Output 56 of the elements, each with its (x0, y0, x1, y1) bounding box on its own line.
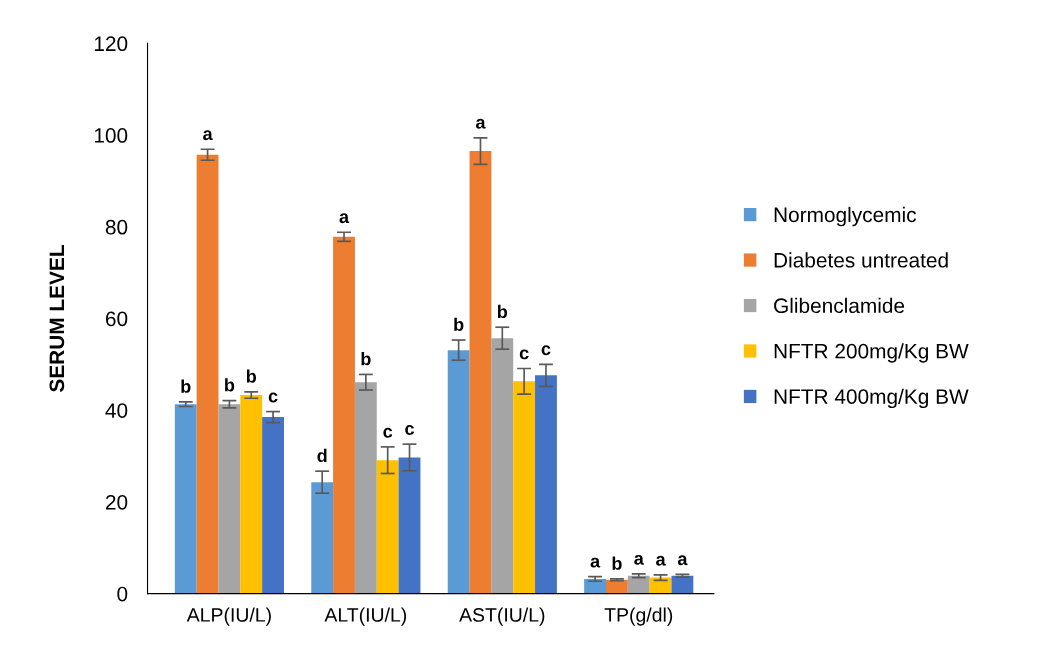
bar (240, 395, 263, 594)
x-tick-label: AST(IU/L) (459, 607, 545, 626)
data-label: a (656, 555, 666, 566)
bar (671, 575, 694, 594)
bar (491, 338, 514, 594)
y-tick-label: 0 (117, 586, 128, 602)
data-label: b (246, 369, 257, 383)
bar (535, 375, 557, 594)
y-axis-title: SERUM LEVEL (49, 245, 65, 392)
x-tick-label: TP(g/dl) (604, 607, 673, 626)
bar (469, 151, 492, 594)
bar (627, 575, 650, 594)
data-label: d (317, 448, 327, 463)
y-tick-label: 20 (105, 494, 128, 510)
data-label: c (268, 392, 278, 403)
x-tick-label: ALP(IU/L) (186, 607, 271, 626)
y-tick-label: 60 (105, 311, 128, 327)
data-label: c (541, 345, 551, 356)
bar (584, 578, 606, 594)
data-label: a (677, 555, 688, 566)
data-label: a (590, 557, 601, 568)
data-label: b (225, 378, 235, 392)
bar (354, 382, 377, 594)
bar (398, 457, 421, 594)
data-label: c (405, 425, 415, 436)
bar (606, 579, 628, 594)
legend-label: NFTR 200mg/Kg BW (774, 343, 969, 363)
data-label: c (519, 349, 529, 360)
bar (196, 154, 219, 594)
bar (218, 404, 241, 594)
data-label: a (203, 130, 213, 141)
y-tick-label: 100 (94, 128, 128, 143)
data-label: b (361, 352, 371, 366)
data-label: c (383, 427, 393, 438)
legend-label: Glibenclamide (774, 297, 905, 314)
bar (513, 381, 536, 594)
y-tick-label: 120 (94, 36, 128, 52)
bar (174, 404, 197, 594)
data-label: b (497, 304, 508, 319)
y-tick-label: 80 (105, 219, 128, 235)
data-label: a (634, 554, 644, 565)
bar (447, 350, 470, 594)
legend-label: Normoglycemic (774, 206, 917, 227)
data-label: b (612, 556, 622, 570)
data-label: a (475, 118, 486, 129)
bar (376, 460, 399, 594)
legend-label: Diabetes untreated (774, 252, 948, 268)
data-label: a (339, 213, 350, 224)
y-tick-label: 40 (105, 403, 128, 418)
bar (311, 482, 334, 594)
data-label: b (181, 379, 191, 393)
data-label: b (454, 317, 464, 331)
bar (262, 417, 284, 594)
bar (333, 236, 355, 594)
x-tick-label: ALT(IU/L) (324, 607, 407, 626)
legend-label: NFTR 400mg/Kg BW (774, 388, 969, 409)
